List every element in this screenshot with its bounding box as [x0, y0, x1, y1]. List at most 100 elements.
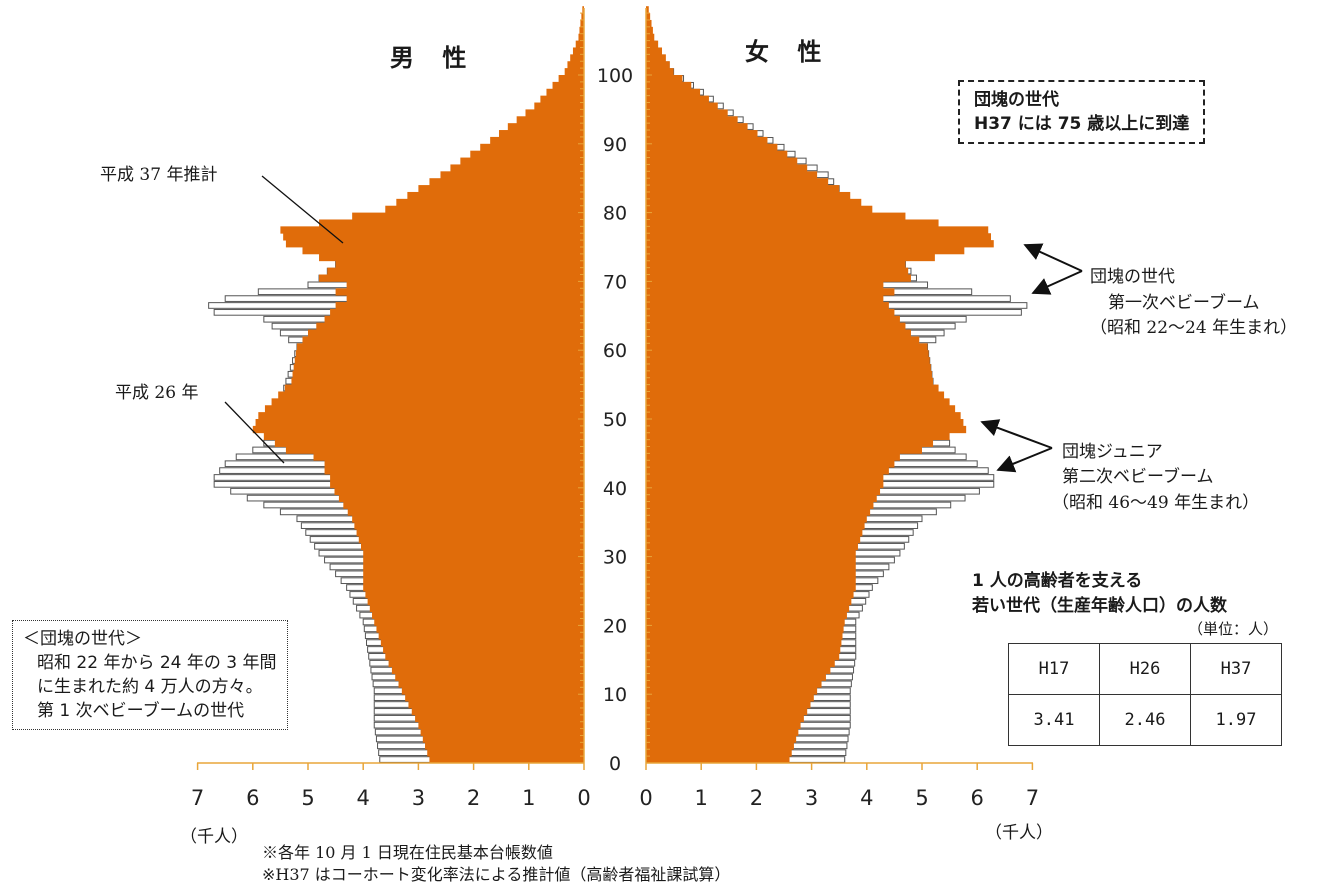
bar-h37-female-age-44	[646, 453, 900, 461]
bar-h37-female-age-71	[646, 267, 909, 275]
bar-h37-female-age-83	[646, 185, 840, 193]
table-header-h26: H26	[1099, 643, 1191, 695]
bar-h37-male-age-43	[324, 460, 584, 468]
bar-h37-female-age-30	[646, 549, 856, 557]
bar-h37-male-age-57	[293, 363, 584, 372]
label-h26: 平成 26 年	[115, 383, 199, 403]
bar-h37-male-age-45	[285, 446, 584, 454]
footnote-2: ※H37 はコーホート変化率法による推計値（高齢者福祉課試算）	[262, 865, 731, 884]
bar-h37-male-age-51	[264, 405, 584, 413]
age-tick-label-60: 60	[603, 340, 627, 362]
bar-h37-female-age-35	[646, 515, 867, 523]
bar-h37-female-age-68	[646, 288, 895, 296]
bar-h37-male-age-89	[480, 143, 584, 152]
bar-h37-male-age-50	[258, 412, 584, 420]
bar-h37-male-age-30	[363, 549, 584, 557]
bar-h37-male-age-10	[401, 687, 584, 695]
boomer-note-box: 団塊の世代 H37 には 75 歳以上に到達	[958, 80, 1206, 144]
bar-h37-female-age-4	[646, 728, 799, 736]
bar-h37-male-age-65	[330, 308, 584, 317]
age-tick-label-0: 0	[609, 753, 621, 775]
bar-h37-female-age-51	[646, 405, 956, 413]
bar-h37-female-age-70	[646, 274, 911, 282]
definition-line3: 第 1 次ベビーブームの世代	[37, 701, 245, 721]
bar-h37-male-age-62	[308, 329, 584, 337]
bar-h37-female-age-100	[646, 68, 674, 76]
bar-h37-female-age-52	[646, 398, 950, 406]
bar-h37-female-age-40	[646, 480, 884, 489]
leader-h37	[261, 175, 344, 244]
bar-h37-male-age-106	[579, 26, 584, 35]
bar-h37-female-age-55	[646, 377, 934, 385]
age-tick-label-30: 30	[603, 547, 627, 569]
bar-h37-female-age-13	[646, 666, 831, 674]
bar-h37-female-age-39	[646, 487, 881, 496]
bar-h37-female-age-22	[646, 604, 850, 613]
bar-h37-female-age-59	[646, 350, 929, 358]
definition-line2: に生まれた約 4 万人の方々。	[37, 677, 263, 697]
bar-h37-male-age-46	[274, 439, 584, 447]
bar-h37-female-age-92	[646, 123, 748, 131]
bar-h37-male-age-8	[408, 701, 584, 709]
arrow-1	[1031, 270, 1083, 295]
bar-h37-female-age-95	[646, 102, 718, 110]
bar-h37-female-age-109	[646, 6, 649, 14]
bar-h37-male-age-6	[415, 714, 584, 723]
bar-h37-male-age-1	[427, 749, 584, 757]
bar-h37-male-age-42	[324, 467, 584, 475]
bar-h37-male-age-101	[567, 61, 584, 69]
bar-h37-female-age-21	[646, 611, 847, 619]
bar-h37-male-age-29	[363, 556, 584, 564]
x-tick-label-female-5: 5	[915, 786, 928, 810]
bar-h37-female-age-88	[646, 150, 788, 158]
bar-h37-male-age-71	[327, 267, 584, 275]
bar-h37-male-age-77	[280, 226, 584, 234]
bar-h37-female-age-46	[646, 439, 934, 447]
bar-h37-female-age-14	[646, 659, 835, 668]
bar-h37-female-age-34	[646, 522, 865, 530]
bar-h37-male-age-73	[319, 253, 584, 262]
bar-h37-male-age-53	[278, 391, 584, 399]
x-tick-label-female-3: 3	[805, 786, 818, 810]
arrow-0	[1023, 243, 1083, 272]
bar-h37-female-age-69	[646, 281, 884, 289]
bar-h37-female-age-94	[646, 109, 728, 117]
bar-h37-female-age-82	[646, 191, 851, 200]
bar-h37-male-age-37	[343, 501, 584, 509]
bar-h37-male-age-66	[335, 302, 584, 310]
bar-h37-male-age-25	[363, 584, 584, 592]
bar-h37-female-age-63	[646, 322, 906, 330]
bar-h37-female-age-25	[646, 584, 856, 592]
bar-h37-female-age-72	[646, 260, 906, 269]
bar-h37-male-age-86	[450, 164, 584, 172]
bar-h37-female-age-97	[646, 88, 701, 97]
bar-h37-male-age-88	[470, 150, 584, 158]
table-header-row: H17 H26 H37	[1008, 643, 1282, 695]
bar-h37-male-age-44	[313, 453, 584, 461]
bar-h37-female-age-62	[646, 329, 911, 337]
bar-h37-female-age-50	[646, 412, 961, 420]
bar-h37-female-age-24	[646, 591, 854, 599]
bar-h37-male-age-74	[302, 247, 584, 255]
bar-h37-female-age-80	[646, 205, 873, 213]
bar-h37-male-age-32	[358, 535, 584, 544]
bar-h37-female-age-15	[646, 652, 840, 661]
bar-h37-male-age-105	[578, 33, 584, 41]
table-cell-h17: 3.41	[1008, 694, 1100, 746]
bar-h37-male-age-92	[507, 123, 584, 131]
bar-h37-male-age-49	[255, 419, 584, 427]
bar-h37-male-age-52	[271, 398, 584, 406]
boomer-note-line1: 団塊の世代	[974, 90, 1059, 110]
bar-h37-male-age-24	[365, 591, 584, 599]
bar-h37-female-age-1	[646, 749, 792, 757]
x-tick-label-male-4: 4	[357, 786, 370, 810]
bar-h37-female-age-45	[646, 446, 922, 454]
bar-h37-female-age-77	[646, 226, 989, 234]
bar-h37-male-age-64	[324, 315, 584, 324]
bar-h37-female-age-26	[646, 577, 856, 585]
bar-h37-female-age-11	[646, 680, 822, 688]
bar-h37-male-age-90	[490, 136, 584, 145]
bar-h37-male-age-40	[330, 480, 584, 489]
bar-h37-female-age-9	[646, 694, 814, 702]
bar-h37-male-age-55	[291, 377, 584, 385]
